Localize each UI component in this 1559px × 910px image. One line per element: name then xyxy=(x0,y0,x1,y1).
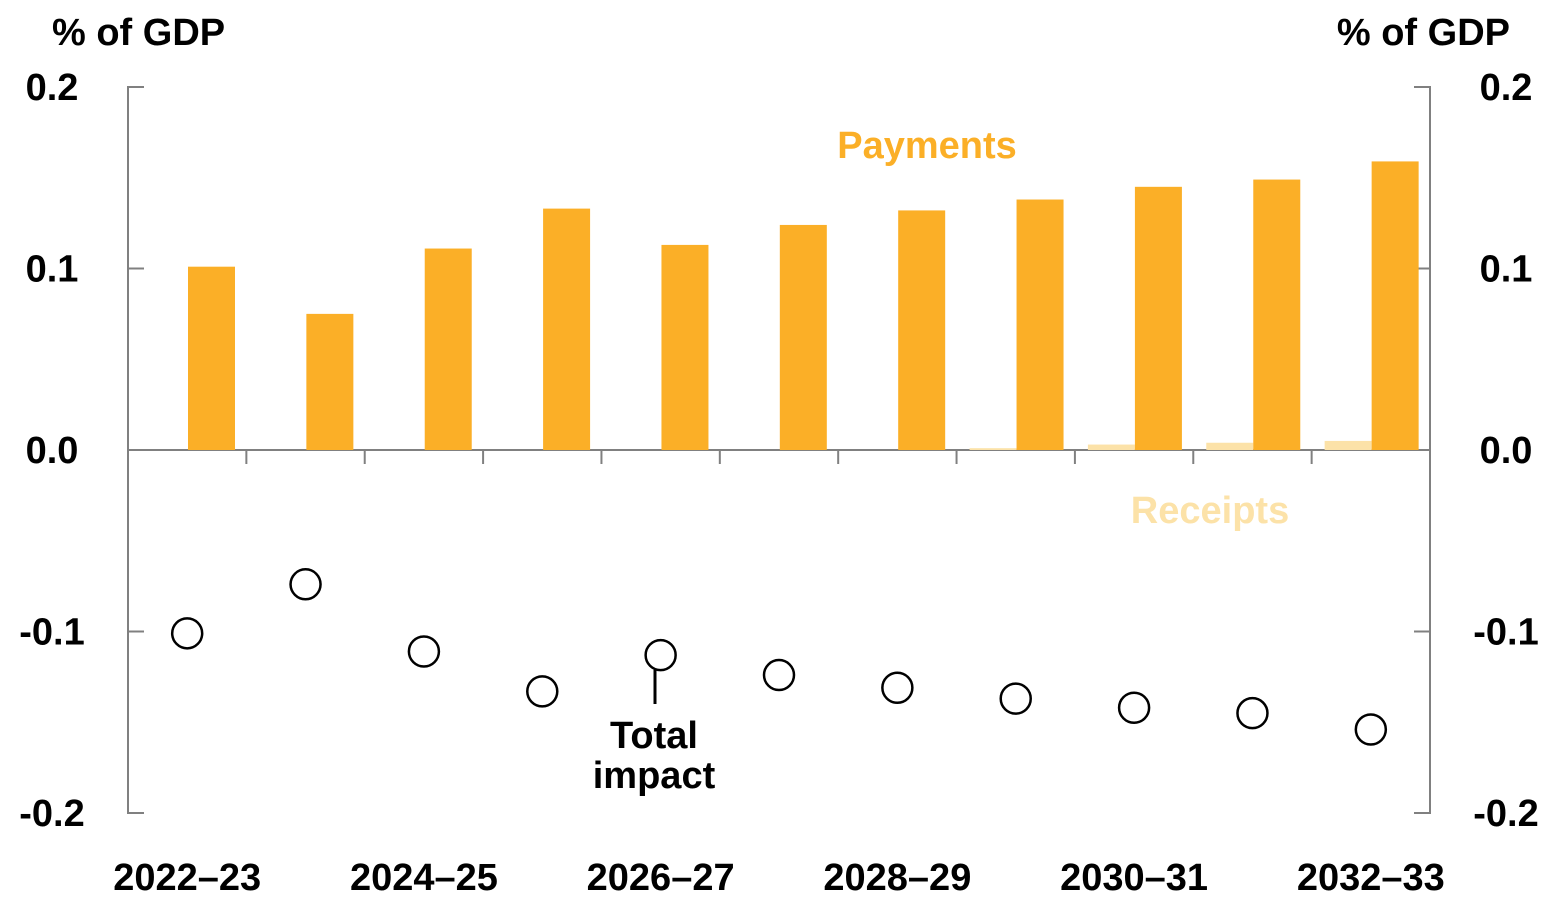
x-tick-label: 2032–33 xyxy=(1297,857,1445,899)
left-y-tick-label: -0.1 xyxy=(19,612,84,654)
x-tick-label: 2026–27 xyxy=(587,857,735,899)
payments-bar xyxy=(1253,179,1301,450)
left-axis-unit: % of GDP xyxy=(52,12,225,54)
x-tick-label: 2030–31 xyxy=(1060,857,1208,899)
right-y-tick-label: 0.1 xyxy=(1480,249,1533,291)
total-impact-annotation-line1: Total xyxy=(610,715,698,757)
total-impact-point xyxy=(881,671,914,705)
right-axis-unit: % of GDP xyxy=(1337,12,1510,54)
payments-bar xyxy=(1134,186,1182,450)
right-y-tick-label: -0.1 xyxy=(1473,612,1538,654)
total-impact-point xyxy=(1117,691,1151,724)
total-impact-point xyxy=(1236,696,1269,730)
total-impact-point xyxy=(407,635,441,668)
payments-bar xyxy=(1371,161,1419,451)
payments-bar xyxy=(188,266,235,450)
total-impact-point xyxy=(526,675,559,708)
receipts-bar xyxy=(1324,440,1372,450)
x-tick-label: 2024–25 xyxy=(350,857,498,899)
left-y-tick-label: 0.0 xyxy=(26,430,79,472)
total-impact-point xyxy=(762,658,796,692)
payments-bar xyxy=(306,313,354,450)
receipts-bar xyxy=(1206,442,1254,450)
payments-bar xyxy=(898,210,946,450)
total-impact-point xyxy=(644,638,677,672)
left-y-tick-label: -0.2 xyxy=(19,793,84,835)
tick-labels: 0.2 0.2 0.1 0.1 0.0 0.0 -0.1 -0.1 -0.2 -0.2 2022–2… xyxy=(19,67,1538,899)
left-y-tick-label: 0.2 xyxy=(26,67,79,109)
payments-bar xyxy=(543,208,591,450)
payments-bar xyxy=(661,244,709,450)
total-impact-point xyxy=(289,568,322,601)
receipts-annotation: Receipts xyxy=(1131,490,1289,532)
payments-bar xyxy=(1016,199,1064,450)
x-tick-label: 2022–23 xyxy=(113,857,261,899)
left-y-tick-label: 0.1 xyxy=(26,249,79,291)
receipts-bar xyxy=(1087,444,1135,450)
payments-bar xyxy=(424,248,472,450)
payments-annotation: Payments xyxy=(837,125,1017,167)
payments-bar xyxy=(779,224,827,450)
total-impact-markers xyxy=(170,568,1388,746)
right-y-tick-label: 0.0 xyxy=(1480,430,1533,472)
total-impact-point xyxy=(170,617,204,650)
right-y-tick-label: -0.2 xyxy=(1473,793,1538,835)
bars xyxy=(188,161,1419,451)
receipts-bar xyxy=(969,448,1017,450)
total-impact-point xyxy=(1354,713,1388,746)
total-impact-annotation-line2: impact xyxy=(593,755,716,797)
right-y-tick-label: 0.2 xyxy=(1480,67,1533,109)
total-impact-point xyxy=(999,682,1032,715)
x-tick-label: 2028–29 xyxy=(823,857,971,899)
